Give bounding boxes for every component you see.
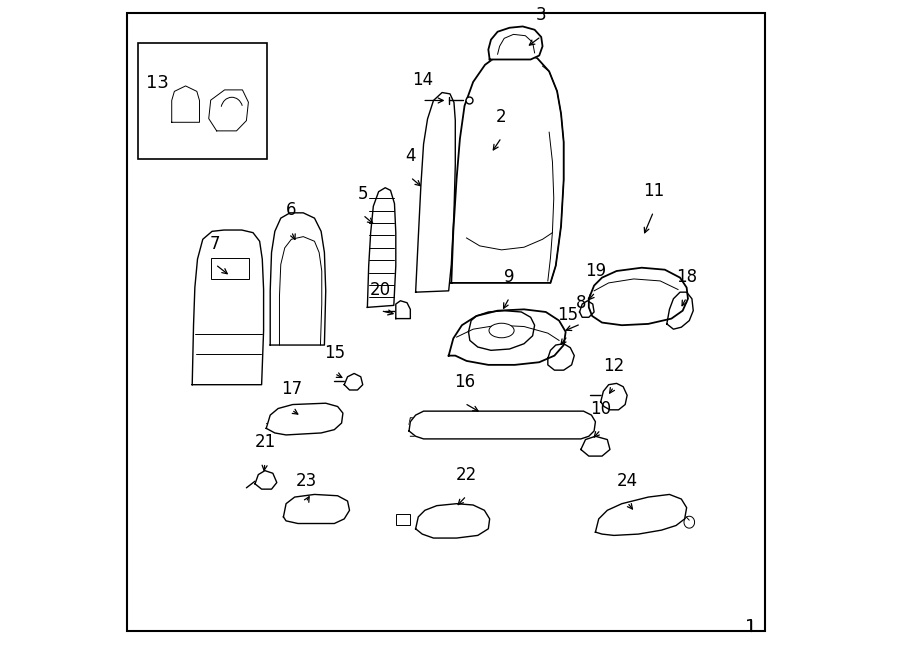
Polygon shape <box>396 301 410 319</box>
Polygon shape <box>469 311 535 350</box>
Text: 18: 18 <box>676 268 698 286</box>
Polygon shape <box>580 436 610 456</box>
Polygon shape <box>172 86 200 122</box>
Polygon shape <box>409 411 596 439</box>
Text: 13: 13 <box>147 73 169 92</box>
Text: 1: 1 <box>745 617 756 636</box>
Text: 10: 10 <box>590 400 611 418</box>
Polygon shape <box>209 90 248 131</box>
Text: 21: 21 <box>255 433 275 451</box>
Polygon shape <box>580 301 594 317</box>
Polygon shape <box>416 504 490 538</box>
Polygon shape <box>589 268 688 325</box>
Text: 8: 8 <box>576 294 586 312</box>
Text: 4: 4 <box>405 147 416 165</box>
Text: 14: 14 <box>411 71 433 89</box>
Polygon shape <box>284 494 349 524</box>
Text: 23: 23 <box>295 473 317 490</box>
Text: 6: 6 <box>286 202 297 219</box>
Text: 22: 22 <box>456 466 477 484</box>
Text: 15: 15 <box>324 344 345 362</box>
Polygon shape <box>596 494 687 535</box>
Text: 11: 11 <box>643 182 664 200</box>
Text: 17: 17 <box>281 380 302 398</box>
Text: 12: 12 <box>603 357 625 375</box>
Polygon shape <box>416 93 455 292</box>
Polygon shape <box>489 26 543 59</box>
Text: 9: 9 <box>504 268 515 286</box>
Bar <box>138 43 267 159</box>
Text: 19: 19 <box>585 262 606 280</box>
Text: 20: 20 <box>370 281 392 299</box>
Polygon shape <box>367 188 396 307</box>
Polygon shape <box>344 373 363 390</box>
Polygon shape <box>266 403 343 435</box>
Polygon shape <box>193 230 264 385</box>
Polygon shape <box>548 344 574 370</box>
Text: 3: 3 <box>536 7 546 24</box>
Text: 24: 24 <box>616 473 638 490</box>
Text: 16: 16 <box>454 373 475 391</box>
Polygon shape <box>451 52 563 283</box>
Polygon shape <box>270 213 326 345</box>
Ellipse shape <box>489 323 514 338</box>
Text: 5: 5 <box>357 185 368 203</box>
Polygon shape <box>667 292 693 329</box>
Polygon shape <box>600 383 627 410</box>
Polygon shape <box>449 309 566 365</box>
Text: 15: 15 <box>557 306 578 324</box>
Bar <box>211 258 249 279</box>
Text: 2: 2 <box>496 108 507 126</box>
Text: 7: 7 <box>210 235 220 253</box>
Polygon shape <box>255 471 277 489</box>
Bar <box>396 514 410 525</box>
